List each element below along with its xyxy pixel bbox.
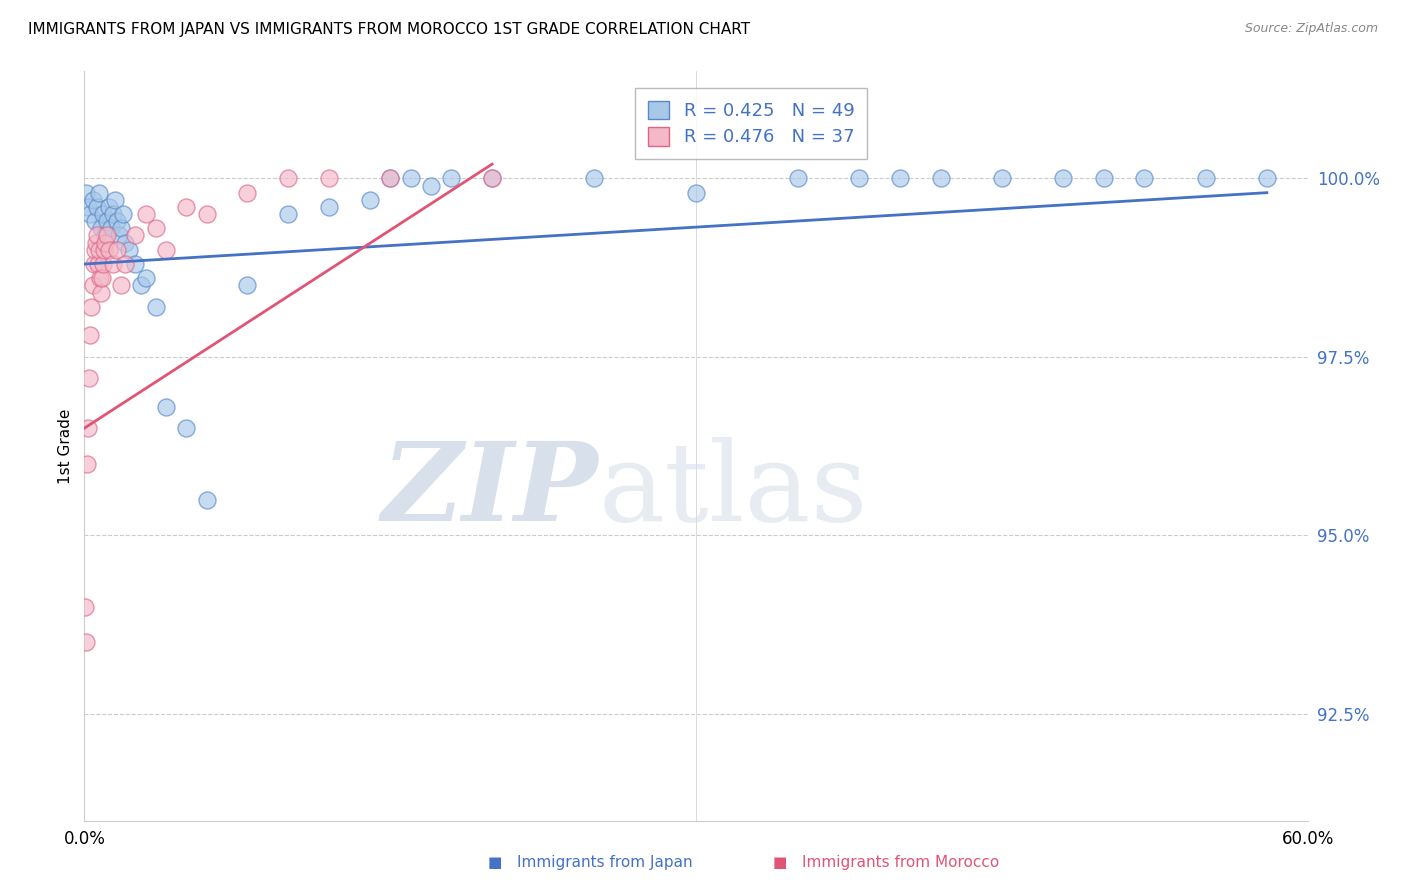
- Point: [93, 243, 115, 257]
- Point: [1052, 171, 1074, 186]
- Point: [110, 221, 132, 235]
- Point: [80, 300, 103, 314]
- Point: [135, 271, 157, 285]
- Point: [87, 186, 110, 200]
- Point: [114, 235, 136, 250]
- Point: [481, 171, 503, 186]
- Point: [97, 243, 120, 257]
- Point: [86, 200, 108, 214]
- Point: [380, 171, 402, 186]
- Point: [481, 171, 503, 186]
- Point: [118, 243, 141, 257]
- Y-axis label: 1st Grade: 1st Grade: [58, 409, 73, 483]
- Point: [105, 214, 128, 228]
- Point: [380, 171, 402, 186]
- Point: [236, 278, 259, 293]
- Point: [101, 207, 124, 221]
- Point: [87, 243, 110, 257]
- Point: [124, 228, 146, 243]
- Point: [685, 186, 707, 200]
- Point: [93, 235, 115, 250]
- Point: [420, 178, 443, 193]
- Point: [155, 243, 177, 257]
- Point: [101, 257, 124, 271]
- Point: [75, 599, 97, 614]
- Point: [440, 171, 463, 186]
- Point: [145, 221, 167, 235]
- Point: [83, 243, 105, 257]
- Point: [86, 228, 108, 243]
- Point: [91, 257, 114, 271]
- Point: [77, 200, 100, 214]
- Point: [277, 207, 299, 221]
- Point: [114, 257, 136, 271]
- Point: [104, 193, 127, 207]
- Point: [277, 171, 299, 186]
- Point: [155, 400, 177, 414]
- Point: [889, 171, 911, 186]
- Point: [91, 207, 114, 221]
- Text: IMMIGRANTS FROM JAPAN VS IMMIGRANTS FROM MOROCCO 1ST GRADE CORRELATION CHART: IMMIGRANTS FROM JAPAN VS IMMIGRANTS FROM…: [28, 22, 751, 37]
- Point: [195, 207, 218, 221]
- Point: [84, 235, 107, 250]
- Point: [318, 200, 340, 214]
- Point: [1195, 171, 1218, 186]
- Point: [75, 635, 97, 649]
- Point: [79, 207, 101, 221]
- Point: [86, 257, 108, 271]
- Point: [83, 257, 105, 271]
- Point: [105, 243, 128, 257]
- Point: [1256, 171, 1278, 186]
- Point: [1133, 171, 1156, 186]
- Point: [96, 214, 118, 228]
- Point: [1092, 171, 1115, 186]
- Text: atlas: atlas: [598, 437, 868, 544]
- Text: ■   Immigrants from Japan: ■ Immigrants from Japan: [488, 855, 693, 870]
- Point: [76, 457, 98, 471]
- Point: [236, 186, 259, 200]
- Point: [90, 271, 112, 285]
- Point: [174, 421, 197, 435]
- Point: [90, 221, 112, 235]
- Point: [100, 221, 122, 235]
- Point: [124, 257, 146, 271]
- Point: [77, 421, 100, 435]
- Point: [318, 171, 340, 186]
- Point: [96, 228, 118, 243]
- Point: [108, 228, 131, 243]
- Point: [848, 171, 870, 186]
- Point: [82, 193, 104, 207]
- Point: [583, 171, 606, 186]
- Point: [145, 300, 167, 314]
- Point: [991, 171, 1014, 186]
- Point: [195, 492, 218, 507]
- Point: [399, 171, 422, 186]
- Point: [82, 278, 104, 293]
- Point: [90, 285, 112, 300]
- Point: [75, 186, 97, 200]
- Point: [359, 193, 381, 207]
- Legend: R = 0.425   N = 49, R = 0.476   N = 37: R = 0.425 N = 49, R = 0.476 N = 37: [636, 88, 868, 159]
- Point: [97, 200, 120, 214]
- Point: [112, 207, 135, 221]
- Point: [929, 171, 952, 186]
- Point: [93, 228, 115, 243]
- Point: [83, 214, 105, 228]
- Text: ZIP: ZIP: [381, 437, 598, 545]
- Point: [787, 171, 810, 186]
- Point: [110, 278, 132, 293]
- Point: [79, 328, 101, 343]
- Point: [174, 200, 197, 214]
- Point: [135, 207, 157, 221]
- Text: Source: ZipAtlas.com: Source: ZipAtlas.com: [1244, 22, 1378, 36]
- Text: ■   Immigrants from Morocco: ■ Immigrants from Morocco: [773, 855, 998, 870]
- Point: [131, 278, 153, 293]
- Point: [89, 271, 111, 285]
- Point: [79, 371, 101, 385]
